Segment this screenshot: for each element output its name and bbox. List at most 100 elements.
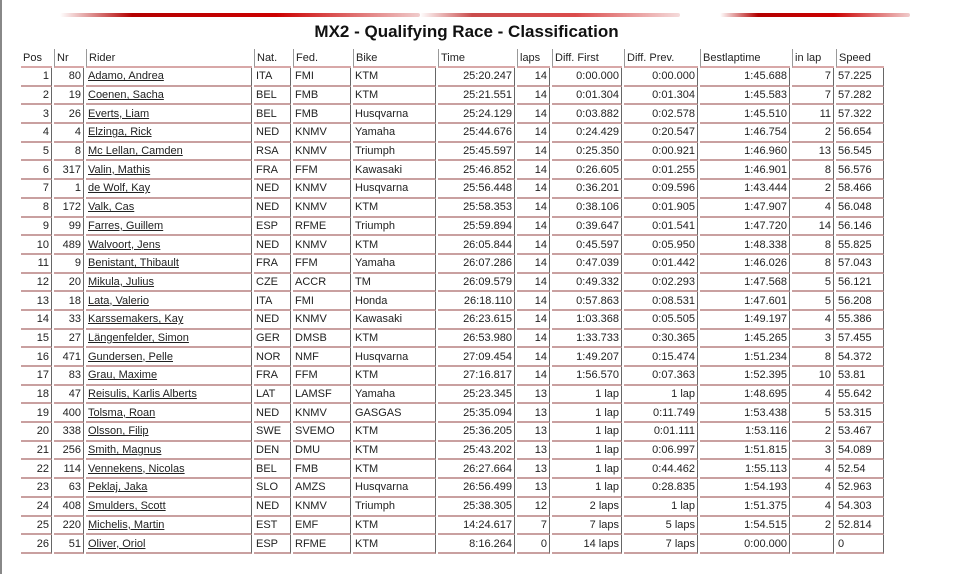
- cell-diff-first: 1 lap: [552, 441, 622, 461]
- rider-link[interactable]: Adamo, Andrea: [88, 70, 164, 83]
- rider-link[interactable]: Olsson, Filip: [88, 425, 149, 438]
- table-row: 17 83 Grau, Maxime FRA FFM KTM 27:16.817 14 1:56…: [21, 367, 884, 386]
- cell-diff-first: 0:25.350: [552, 142, 622, 162]
- cell-diff-prev: 0:09.596: [624, 180, 698, 199]
- rider-link[interactable]: Michelis, Martin: [88, 518, 165, 531]
- rider-link[interactable]: Valk, Cas: [88, 201, 135, 214]
- rider-link[interactable]: Gundersen, Pelle: [88, 350, 173, 363]
- rider-link[interactable]: Mc Lellan, Camden: [88, 145, 183, 158]
- cell-bestlaptime: 1:45.688: [700, 68, 790, 87]
- cell-bestlaptime: 1:46.026: [700, 254, 790, 274]
- cell-laps: 14: [517, 273, 550, 293]
- cell-fed: ACCR: [293, 273, 351, 293]
- rider-link[interactable]: Everts, Liam: [88, 107, 150, 120]
- rider-link[interactable]: Peklaj, Jaka: [88, 481, 148, 494]
- cell-time: 14:24.617: [438, 516, 515, 536]
- cell-in-lap: 4: [792, 497, 834, 517]
- window-edge: [0, 0, 2, 574]
- cell-diff-prev: 0:01.442: [624, 254, 698, 274]
- cell-time: 26:56.499: [438, 479, 515, 498]
- cell-time: 27:09.454: [438, 348, 515, 367]
- rider-link[interactable]: Smith, Magnus: [88, 444, 162, 457]
- cell-in-lap: 4: [792, 310, 834, 330]
- cell-rider: Valin, Mathis: [86, 161, 252, 181]
- cell-bike: Honda: [353, 292, 436, 311]
- column-header-pos: Pos: [21, 49, 52, 68]
- cell-diff-first: 0:38.106: [552, 198, 622, 218]
- cell-nat: DEN: [254, 441, 291, 461]
- rider-link[interactable]: Lata, Valerio: [88, 294, 149, 307]
- cell-fed: NMF: [293, 348, 351, 367]
- cell-speed: 56.576: [836, 161, 884, 181]
- cell-diff-first: 0:49.332: [552, 273, 622, 293]
- rider-link[interactable]: Karssemakers, Kay: [88, 313, 184, 326]
- cell-nat: NOR: [254, 348, 291, 367]
- cell-fed: FMB: [293, 105, 351, 125]
- cell-nr: 80: [54, 68, 84, 87]
- rider-link[interactable]: Grau, Maxime: [88, 369, 158, 382]
- cell-rider: Karssemakers, Kay: [86, 310, 252, 330]
- cell-rider: Lata, Valerio: [86, 292, 252, 311]
- rider-link[interactable]: de Wolf, Kay: [88, 182, 151, 195]
- cell-fed: KNMV: [293, 124, 351, 143]
- column-header-diff-prev: Diff. Prev.: [624, 49, 698, 68]
- cell-nr: 19: [54, 86, 84, 106]
- rider-link[interactable]: Längenfelder, Simon: [88, 331, 189, 344]
- column-header-bestlaptime: Bestlaptime: [700, 49, 790, 68]
- cell-laps: 13: [517, 441, 550, 461]
- rider-link[interactable]: Valin, Mathis: [88, 163, 151, 176]
- cell-rider: Mikula, Julius: [86, 273, 252, 293]
- cell-bestlaptime: 1:51.375: [700, 497, 790, 517]
- cell-pos: 10: [21, 236, 52, 255]
- cell-diff-prev: 0:05.950: [624, 236, 698, 255]
- cell-rider: Reisulis, Karlis Alberts: [86, 385, 252, 405]
- column-header-bike: Bike: [353, 49, 436, 68]
- rider-link[interactable]: Reisulis, Karlis Alberts: [88, 388, 197, 401]
- rider-link[interactable]: Coenen, Sacha: [88, 89, 164, 102]
- column-header-in-lap: in lap: [792, 49, 834, 68]
- column-header-rider: Rider: [86, 49, 252, 68]
- cell-fed: DMU: [293, 441, 351, 461]
- cell-time: 26:23.615: [438, 310, 515, 330]
- cell-rider: Everts, Liam: [86, 105, 252, 125]
- rider-link[interactable]: Oliver, Oriol: [88, 537, 146, 550]
- cell-bestlaptime: 1:55.113: [700, 460, 790, 480]
- cell-in-lap: 13: [792, 142, 834, 162]
- cell-speed: 0: [836, 535, 884, 554]
- cell-pos: 11: [21, 254, 52, 274]
- cell-bike: Husqvarna: [353, 105, 436, 125]
- cell-bike: Triumph: [353, 142, 436, 162]
- cell-diff-prev: 0:01.541: [624, 217, 698, 237]
- cell-laps: 14: [517, 367, 550, 386]
- table-row: 21 256 Smith, Magnus DEN DMU KTM 25:43.202 13 1 …: [21, 441, 884, 461]
- cell-laps: 14: [517, 292, 550, 311]
- cell-pos: 4: [21, 124, 52, 143]
- cell-rider: Grau, Maxime: [86, 367, 252, 386]
- rider-link[interactable]: Farres, Guillem: [88, 219, 164, 232]
- cell-nr: 27: [54, 329, 84, 349]
- cell-nat: NED: [254, 198, 291, 218]
- cell-fed: RFME: [293, 535, 351, 554]
- cell-diff-prev: 1 lap: [624, 497, 698, 517]
- table-row: 10 489 Walvoort, Jens NED KNMV KTM 26:05.844 14…: [21, 236, 884, 255]
- cell-diff-first: 0:00.000: [552, 68, 622, 87]
- rider-link[interactable]: Walvoort, Jens: [88, 238, 161, 251]
- cell-in-lap: 8: [792, 161, 834, 181]
- cell-nat: ITA: [254, 292, 291, 311]
- rider-link[interactable]: Mikula, Julius: [88, 275, 155, 288]
- cell-fed: LAMSF: [293, 385, 351, 405]
- cell-diff-prev: 0:01.905: [624, 198, 698, 218]
- cell-nr: 26: [54, 105, 84, 125]
- cell-speed: 53.467: [836, 423, 884, 442]
- rider-link[interactable]: Tolsma, Roan: [88, 406, 156, 419]
- rider-link[interactable]: Benistant, Thibault: [88, 257, 179, 270]
- column-header-diff-first: Diff. First: [552, 49, 622, 68]
- rider-link[interactable]: Smulders, Scott: [88, 500, 166, 513]
- table-row: 26 51 Oliver, Oriol ESP RFME KTM 8:16.264 0 14 l…: [21, 535, 884, 554]
- cell-time: 25:23.345: [438, 385, 515, 405]
- rider-link[interactable]: Vennekens, Nicolas: [88, 462, 185, 475]
- cell-diff-first: 1 lap: [552, 404, 622, 424]
- cell-pos: 14: [21, 310, 52, 330]
- cell-nat: RSA: [254, 142, 291, 162]
- rider-link[interactable]: Elzinga, Rick: [88, 126, 152, 139]
